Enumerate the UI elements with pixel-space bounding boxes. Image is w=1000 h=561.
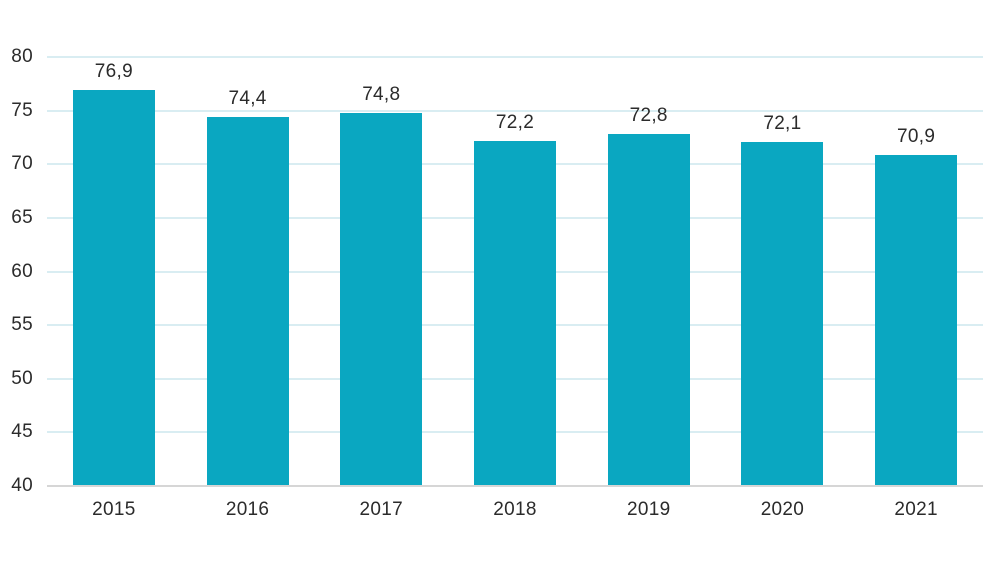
y-axis-tick-label: 70: [11, 153, 33, 175]
bar-value-label: 74,4: [228, 88, 267, 110]
x-axis-category-label: 2015: [92, 499, 136, 520]
bar-value-label: 70,9: [897, 125, 936, 147]
bar-value-label: 72,2: [495, 111, 535, 133]
gridline: [47, 109, 983, 112]
x-axis-category-label: 2021: [894, 499, 938, 520]
y-axis-tick-label: 80: [11, 46, 33, 67]
bar-2016: [206, 117, 289, 485]
bar-2021: [875, 154, 958, 485]
y-axis-tick-label: 40: [11, 475, 33, 496]
bar-value-label: 76,9: [94, 61, 133, 83]
bar-value-label: 72,1: [763, 112, 802, 134]
x-axis-category-label: 2020: [760, 499, 805, 520]
bar-value-label: 74,8: [362, 83, 401, 105]
x-axis-baseline: [47, 485, 983, 487]
x-axis-category-label: 2019: [626, 499, 671, 520]
bar-value-label: 72,8: [629, 105, 668, 127]
x-axis-category-label: 2018: [493, 499, 537, 520]
y-axis-tick-label: 45: [11, 421, 33, 443]
y-axis-tick-label: 55: [11, 314, 33, 336]
x-axis-category-label: 2016: [225, 499, 270, 520]
y-axis-tick-label: 60: [11, 260, 33, 282]
y-axis-tick-label: 65: [11, 206, 33, 228]
gridline: [47, 56, 983, 58]
bar-2017: [340, 112, 423, 485]
bar-2018: [474, 140, 556, 485]
y-axis-tick-label: 75: [11, 99, 33, 121]
y-axis-tick-label: 50: [11, 367, 33, 389]
x-axis-category-label: 2017: [359, 499, 404, 520]
bar-2019: [607, 134, 690, 485]
bar-2015: [72, 90, 155, 485]
bar-2020: [741, 141, 824, 485]
